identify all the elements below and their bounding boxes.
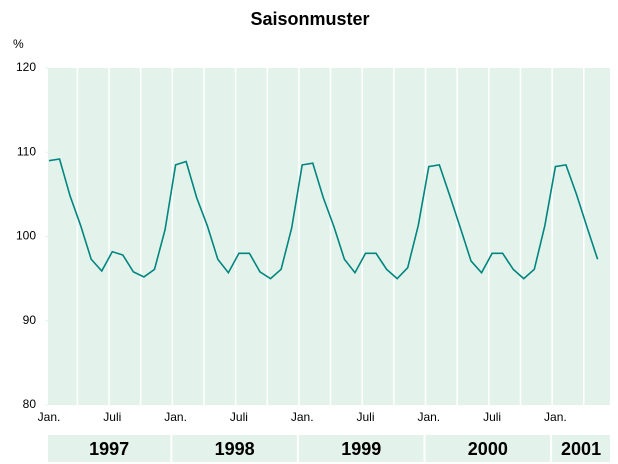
year-label: 2001 [561, 439, 601, 459]
x-tick-label: Jan. [544, 410, 567, 424]
y-axis-label: % [13, 37, 24, 51]
series-line [48, 158, 599, 280]
year-label: 1998 [215, 439, 255, 459]
y-tick-label: 120 [16, 60, 36, 74]
plot-area [48, 68, 610, 405]
x-tick-label: Juli [103, 410, 121, 424]
y-tick-label: 80 [23, 397, 37, 411]
x-tick-label: Jan. [417, 410, 440, 424]
year-box [48, 435, 171, 462]
year-box [552, 435, 610, 462]
year-box [298, 435, 424, 462]
year-label: 1997 [89, 439, 129, 459]
y-tick-label: 110 [17, 144, 36, 158]
year-label: 2000 [468, 439, 508, 459]
x-tick-label: Jan. [38, 410, 61, 424]
year-box [425, 435, 551, 462]
x-tick-label: Juli [230, 410, 248, 424]
year-box [172, 435, 297, 462]
x-tick-label: Jan. [291, 410, 314, 424]
y-tick-label: 90 [23, 313, 37, 327]
x-tick-label: Juli [483, 410, 501, 424]
year-label: 1999 [341, 439, 381, 459]
x-tick-label: Jan. [164, 410, 187, 424]
x-tick-label: Juli [356, 410, 374, 424]
chart-title: Saisonmuster [250, 9, 369, 29]
y-tick-label: 100 [16, 229, 36, 243]
